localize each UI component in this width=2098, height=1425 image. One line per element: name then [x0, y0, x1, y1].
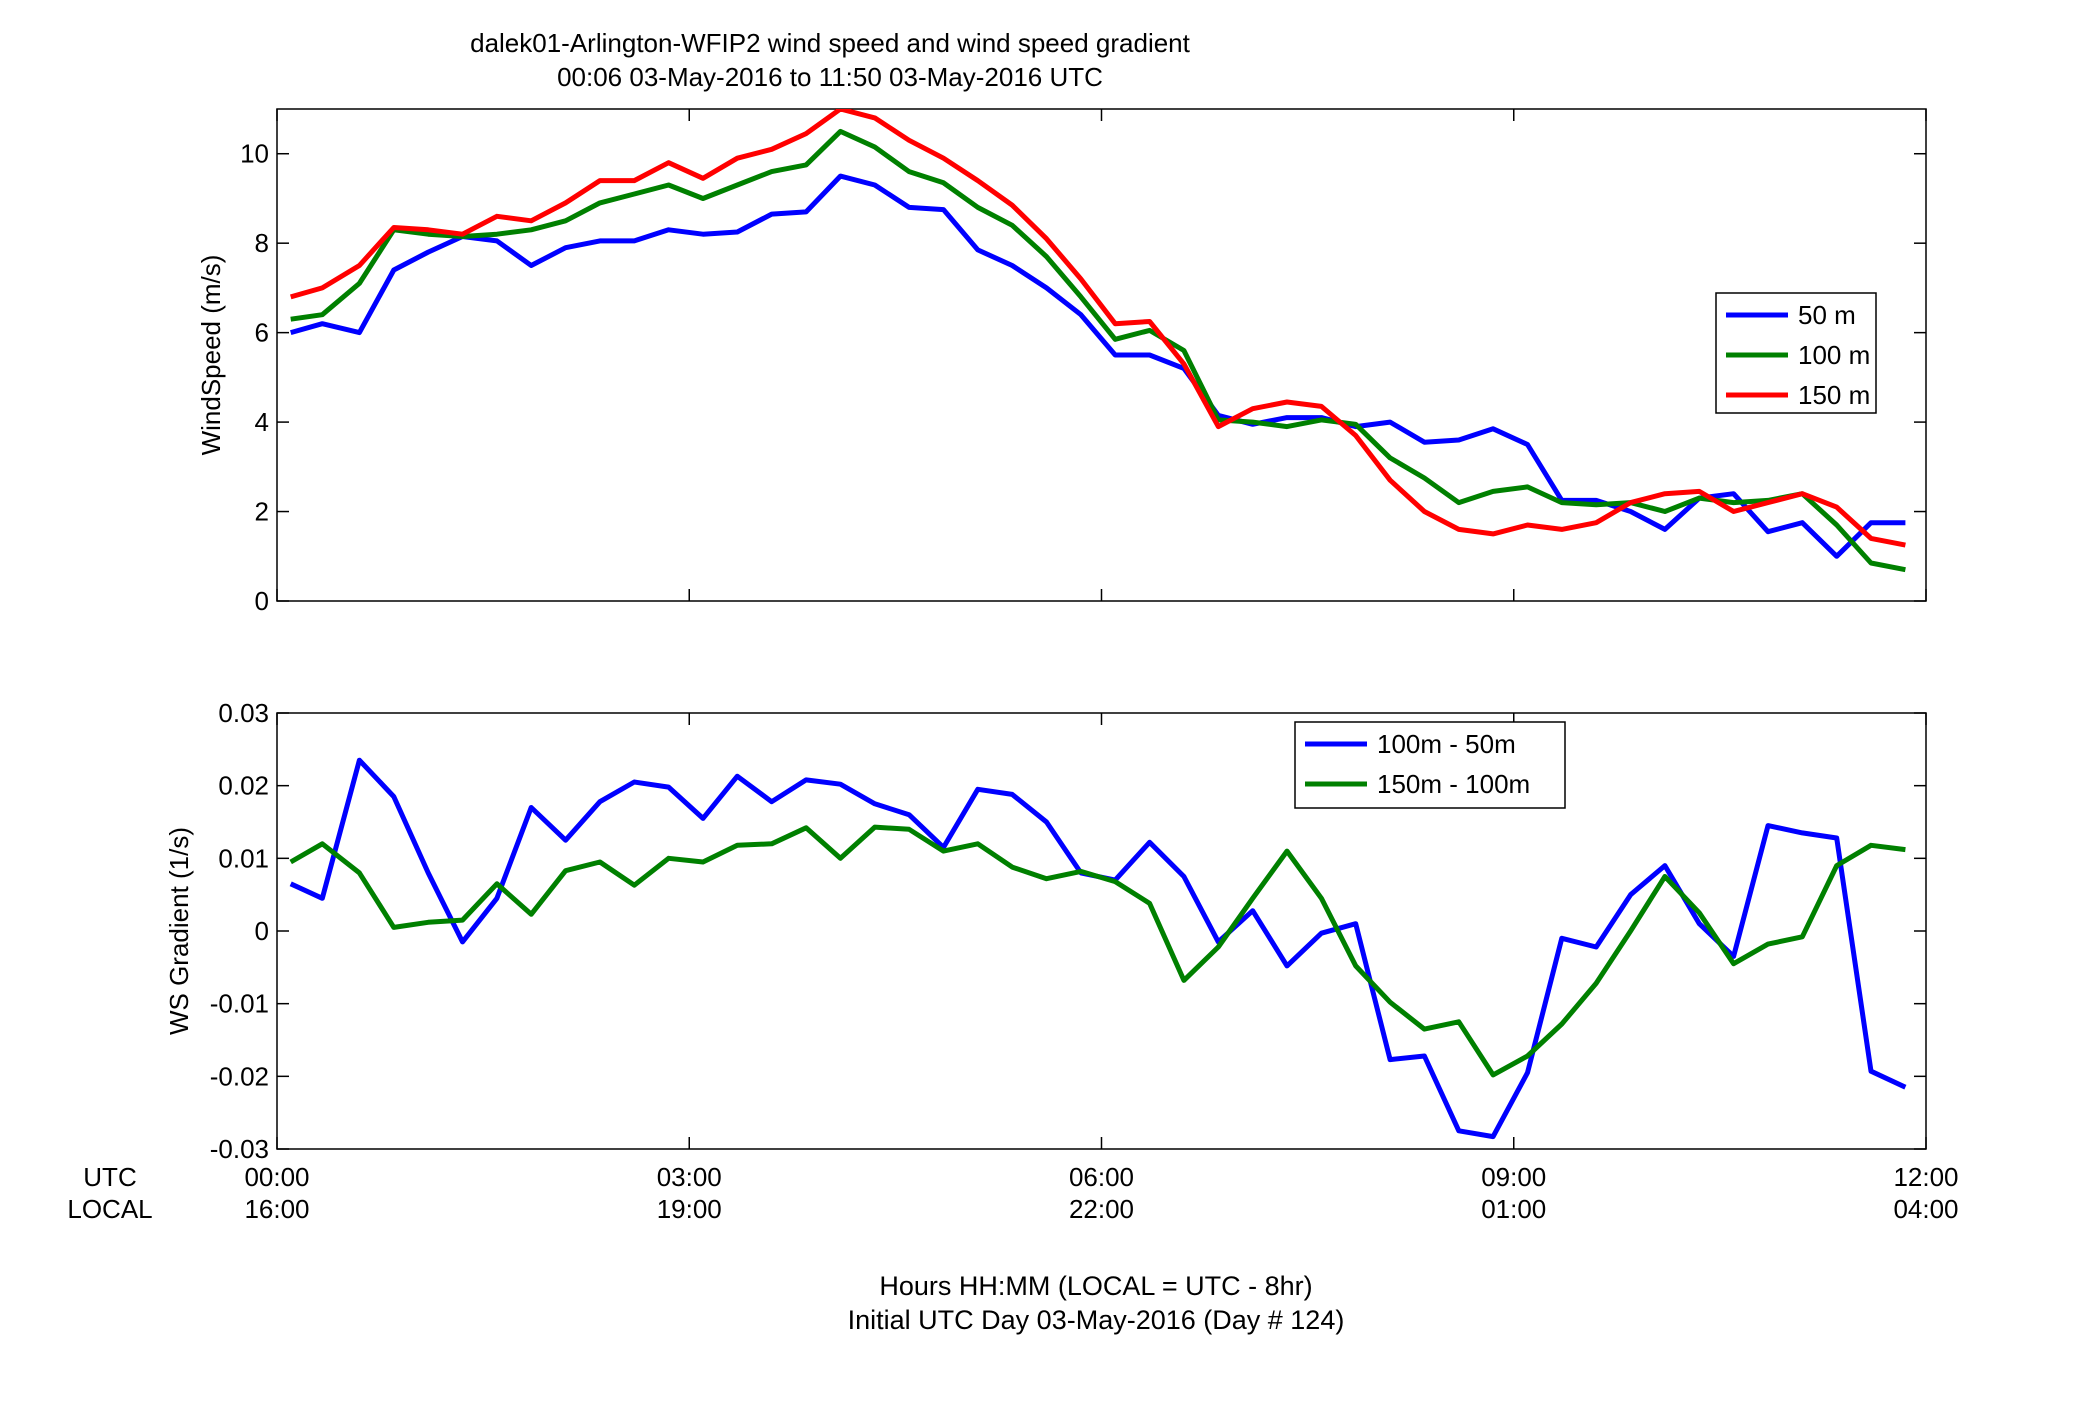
series-line-100-m: [290, 128, 1906, 573]
x-tick-label-utc: 00:00: [244, 1162, 309, 1192]
y-tick-label: 8: [255, 228, 269, 258]
gradient-panel: -0.03 -0.02 -0.01 0 0.01 0.02 0.03 WS Gradient…: [164, 698, 1927, 1164]
y-tick-label: 10: [240, 139, 269, 169]
y-tick-label: 6: [255, 318, 269, 348]
x-tick-label-utc: 06:00: [1069, 1162, 1134, 1192]
gradient-y-axis-label: WS Gradient (1/s): [164, 827, 194, 1035]
x-tick-label-utc: 03:00: [657, 1162, 722, 1192]
legend-label-150-m: 150 m: [1798, 380, 1870, 410]
wind-speed-axes-frame: [276, 108, 1927, 602]
wind-speed-y-axis-label: WindSpeed (m/s): [196, 255, 226, 456]
wind-speed-legend: 50 m 100 m 150 m: [1715, 292, 1877, 414]
series-line-150m-100m: [289, 824, 1906, 1078]
legend-label-100m-50m: 100m - 50m: [1377, 729, 1516, 759]
local-row-label: LOCAL: [67, 1194, 152, 1224]
y-tick-label: 0: [255, 916, 269, 946]
legend-label-100-m: 100 m: [1798, 340, 1870, 370]
x-tick-label-local: 16:00: [244, 1194, 309, 1224]
x-tick-label-utc: 09:00: [1481, 1162, 1546, 1192]
y-tick-label: -0.02: [210, 1061, 269, 1091]
legend-box: [1294, 721, 1566, 809]
x-axis-caption-line-2: Initial UTC Day 03-May-2016 (Day # 124): [848, 1305, 1345, 1335]
y-tick-label: 4: [255, 407, 269, 437]
x-tick-label-utc: 12:00: [1893, 1162, 1958, 1192]
y-tick-label: 0.03: [218, 698, 269, 728]
legend-label-50-m: 50 m: [1798, 300, 1856, 330]
x-axis-caption-line-1: Hours HH:MM (LOCAL = UTC - 8hr): [879, 1271, 1312, 1301]
y-tick-label: 0.02: [218, 771, 269, 801]
y-tick-label: -0.03: [210, 1134, 269, 1164]
wind-speed-panel: 0 2 4 6 8 10 WindSpeed (m/s) 50 m 100 m 150 m: [196, 108, 1927, 616]
y-tick-label: -0.01: [210, 989, 269, 1019]
y-tick-label: 0: [255, 586, 269, 616]
x-tick-label-local: 22:00: [1069, 1194, 1134, 1224]
x-tick-label-local: 01:00: [1481, 1194, 1546, 1224]
y-tick-label: 0.01: [218, 843, 269, 873]
x-tick-label-local: 19:00: [657, 1194, 722, 1224]
legend-label-150m-100m: 150m - 100m: [1377, 769, 1530, 799]
chart-title-line-2: 00:06 03-May-2016 to 11:50 03-May-2016 U…: [557, 62, 1103, 92]
gradient-legend: 100m - 50m 150m - 100m: [1294, 721, 1566, 809]
x-tick-label-local: 04:00: [1893, 1194, 1958, 1224]
gradient-axes-frame: [276, 712, 1927, 1150]
series-line-150-m: [290, 109, 1906, 548]
chart-title-line-1: dalek01-Arlington-WFIP2 wind speed and w…: [470, 28, 1191, 58]
utc-row-label: UTC: [83, 1162, 136, 1192]
series-line-50-m: [290, 173, 1906, 559]
y-tick-label: 2: [255, 497, 269, 527]
